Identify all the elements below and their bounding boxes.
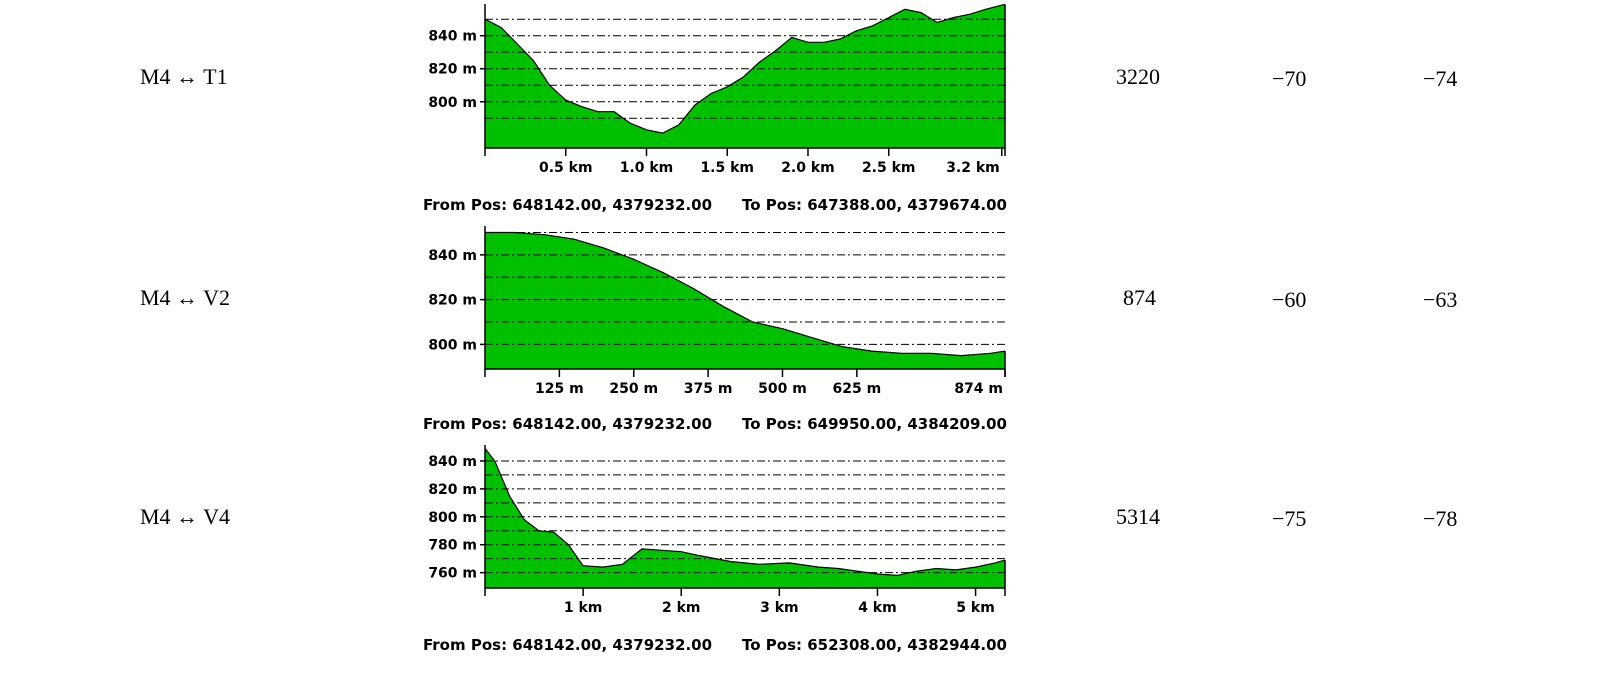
row-value-a-1: −70 [1272,66,1307,91]
elevation-profile-chart-3: 760 m 780 m 800 m 820 m 840 m 1 km 2 km 3 km 4 k… [420,440,1040,662]
row-value-a-3: −75 [1272,506,1307,531]
x-tick-label: 250 m [609,381,658,397]
x-tick-label: 2 km [662,600,701,616]
row-value-b-1: −74 [1423,66,1458,91]
terrain-area-2 [485,232,1005,369]
x-tick-label: 375 m [684,381,733,397]
y-tick-label: 780 m [428,538,477,554]
y-tick-label: 820 m [428,293,477,309]
y-tick-label: 800 m [428,337,477,353]
from-position-label: From Pos: 648142.00, 4379232.00 [423,196,712,214]
y-tick-label: 800 m [428,95,477,111]
terrain-outline-1 [484,3,1006,134]
y-tick-label: 820 m [428,62,477,78]
elevation-profile-svg-3: 760 m 780 m 800 m 820 m 840 m 1 km 2 km 3 km 4 k… [423,445,1007,654]
elevation-profile-chart-2: 800 m 820 m 840 m 125 m 250 m 375 m 500 m 625 m… [420,220,1040,440]
row-value-a-2: −60 [1272,287,1307,312]
elevation-profile-chart-1: 800 m 820 m 840 m 0.5 km 1.0 km 1.5 km 2.0 km 2… [420,0,1040,220]
x-tick-label: 4 km [858,600,897,616]
row-value-b-3: −78 [1423,506,1458,531]
row-label-1: M4 ↔ T1 [140,64,228,89]
terrain-outline-2 [485,231,1006,357]
row-label-3: M4 ↔ V4 [140,504,231,529]
elevation-profile-svg-2: 800 m 820 m 840 m 125 m 250 m 375 m 500 m 625 m… [423,226,1007,433]
row-distance-2: 874 [1123,285,1156,310]
y-tick-label: 840 m [428,454,477,470]
to-position-label: To Pos: 652308.00, 4382944.00 [742,636,1007,654]
row-distance-3: 5314 [1116,504,1160,529]
to-position-label: To Pos: 649950.00, 4384209.00 [742,415,1007,433]
x-tick-label: 3 km [760,600,799,616]
x-tick-label: 125 m [535,381,584,397]
y-tick-label: 840 m [428,29,477,45]
y-tick-label: 800 m [428,510,477,526]
x-tick-label: 625 m [833,381,882,397]
terrain-area-3 [485,448,1005,588]
row-value-b-2: −63 [1423,287,1458,312]
from-position-label: From Pos: 648142.00, 4379232.00 [423,636,712,654]
y-tick-label: 840 m [428,248,477,264]
from-position-label: From Pos: 648142.00, 4379232.00 [423,415,712,433]
x-tick-label: 1 km [564,600,603,616]
x-tick-label: 3.2 km [946,160,1000,176]
x-tick-label: 0.5 km [539,160,593,176]
x-tick-label: 5 km [956,600,995,616]
x-tick-label: 1.0 km [620,160,674,176]
to-position-label: To Pos: 647388.00, 4379674.00 [742,196,1007,214]
x-tick-label: 1.5 km [700,160,754,176]
y-tick-label: 760 m [428,566,477,582]
x-tick-label: 2.5 km [862,160,916,176]
row-label-2: M4 ↔ V2 [140,285,231,310]
y-tick-label: 820 m [428,482,477,498]
x-tick-label: 2.0 km [781,160,835,176]
elevation-profile-svg-1: 800 m 820 m 840 m 0.5 km 1.0 km 1.5 km 2.0 km 2… [423,3,1007,214]
x-tick-label: 874 m [954,381,1003,397]
row-distance-1: 3220 [1116,64,1160,89]
x-tick-label: 500 m [758,381,807,397]
